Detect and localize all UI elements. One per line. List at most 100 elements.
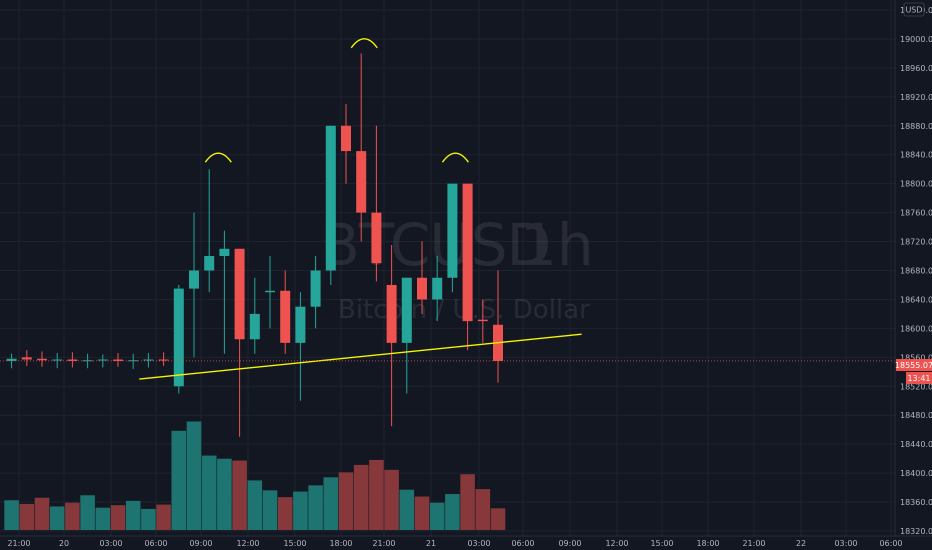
time-tick-label: 03:00 bbox=[834, 539, 857, 548]
price-tick-label: 18640.00 bbox=[900, 295, 932, 304]
candle-body bbox=[37, 358, 47, 361]
candle-body bbox=[143, 359, 154, 361]
candle-body bbox=[97, 359, 108, 361]
candle-body bbox=[295, 306, 306, 343]
volume-bar bbox=[399, 489, 415, 530]
candle-body bbox=[234, 248, 245, 340]
candle-body bbox=[325, 125, 336, 271]
time-tick-label: 21:00 bbox=[372, 539, 395, 548]
volume-bar bbox=[247, 480, 263, 530]
candle-body bbox=[113, 359, 123, 361]
price-tick-label: 18360.00 bbox=[900, 498, 932, 507]
price-tick-label: 18440.00 bbox=[900, 440, 932, 449]
right-shoulder-arc[interactable] bbox=[441, 152, 470, 163]
volume-bar bbox=[217, 458, 232, 530]
candle-body bbox=[477, 319, 488, 322]
volume-bar bbox=[369, 459, 384, 530]
currency-label: USD bbox=[905, 6, 922, 15]
volume-bars bbox=[4, 421, 506, 530]
volume-bar bbox=[171, 430, 187, 530]
price-axis-background bbox=[895, 0, 932, 536]
watermark-symbol: BTCUSD bbox=[320, 211, 550, 279]
left-shoulder-arc[interactable] bbox=[204, 152, 232, 163]
volume-bar bbox=[445, 494, 460, 530]
price-tick-label: 18320.00 bbox=[900, 527, 932, 536]
candle-body bbox=[189, 270, 199, 289]
volume-bar bbox=[277, 497, 293, 530]
candle-body bbox=[280, 290, 291, 343]
volume-bar bbox=[141, 508, 156, 530]
price-tick-label: 18400.00 bbox=[900, 469, 932, 478]
time-tick-label: 21 bbox=[426, 539, 436, 548]
time-axis-ticks: 21:00 20 03:00 06:00 09:00 12:00 15:00 18:00 21:… bbox=[7, 539, 902, 548]
price-tick-label: 18680.00 bbox=[900, 267, 932, 276]
volume-bar bbox=[475, 489, 491, 530]
candle-body bbox=[401, 277, 412, 343]
volume-bar bbox=[49, 506, 65, 530]
pattern-annotations bbox=[139, 38, 582, 380]
volume-bar bbox=[95, 507, 111, 530]
volume-bar bbox=[414, 496, 430, 530]
volume-bar bbox=[384, 469, 399, 530]
price-tag-value: 18555.07 bbox=[895, 361, 932, 370]
volume-bar bbox=[293, 491, 308, 530]
volume-bar bbox=[110, 505, 126, 530]
candle-body bbox=[249, 313, 260, 340]
price-tag-box bbox=[896, 359, 932, 371]
time-tick-label: 06:00 bbox=[511, 539, 534, 548]
volume-bar bbox=[429, 502, 445, 530]
time-tick-label: 18:00 bbox=[696, 539, 719, 548]
candle-body bbox=[417, 277, 427, 300]
candle-body bbox=[356, 151, 367, 213]
time-tick-label: 15:00 bbox=[283, 539, 306, 548]
price-axis[interactable]: 18320.00 18360.00 18400.00 18440.00 18480.00… bbox=[894, 0, 932, 536]
candle-body bbox=[6, 358, 17, 361]
candles bbox=[6, 53, 503, 437]
time-axis[interactable]: 21:00 20 03:00 06:00 09:00 12:00 15:00 18:00 21:… bbox=[0, 535, 932, 550]
head-arc[interactable] bbox=[350, 38, 378, 49]
volume-bar bbox=[34, 497, 50, 530]
candle-body bbox=[371, 212, 382, 264]
time-tick-label: 03:00 bbox=[467, 539, 490, 548]
candle-body bbox=[310, 270, 321, 307]
volume-bar bbox=[460, 474, 475, 530]
price-tick-label: 18720.00 bbox=[900, 238, 932, 247]
volume-bar bbox=[125, 500, 141, 530]
time-tick-label: 18:00 bbox=[329, 539, 352, 548]
candle-body bbox=[219, 248, 230, 257]
candle-body bbox=[265, 290, 275, 293]
price-tick-label: 18920.00 bbox=[900, 93, 932, 102]
candle-body bbox=[21, 357, 32, 360]
volume-bar bbox=[201, 455, 217, 530]
candle-body bbox=[447, 183, 458, 278]
currency-label-box[interactable] bbox=[903, 2, 925, 17]
candle-body bbox=[386, 284, 397, 343]
time-axis-background bbox=[0, 536, 932, 550]
candle-body bbox=[158, 359, 169, 361]
volume-bar bbox=[308, 485, 323, 530]
time-tick-label: 20 bbox=[59, 539, 69, 548]
volume-bar bbox=[156, 504, 171, 530]
volume-bar bbox=[323, 477, 339, 530]
volume-bar bbox=[65, 502, 80, 530]
price-tick-label: 18880.00 bbox=[900, 122, 932, 131]
price-tick-label: 18840.00 bbox=[900, 151, 932, 160]
neckline-trendline[interactable] bbox=[139, 333, 582, 380]
volume-bar bbox=[490, 508, 506, 530]
volume-bar bbox=[4, 500, 19, 530]
candle-body bbox=[67, 359, 78, 361]
price-tick-label: 18760.00 bbox=[900, 209, 932, 218]
candle-body bbox=[432, 277, 443, 300]
price-tick-label: 18960.00 bbox=[900, 64, 932, 73]
time-tick-label: 22 bbox=[796, 539, 806, 548]
price-tick-label: 18480.00 bbox=[900, 411, 932, 420]
candle-body bbox=[128, 360, 139, 362]
time-tick-label: 09:00 bbox=[189, 539, 212, 548]
candle-body bbox=[341, 125, 351, 152]
watermark-interval: 1h bbox=[520, 211, 594, 279]
volume-bar bbox=[186, 421, 202, 530]
current-price-tag: 18555.07 13:41 bbox=[895, 359, 932, 384]
time-tick-label: 21:00 bbox=[7, 539, 30, 548]
candle-body bbox=[52, 359, 63, 361]
